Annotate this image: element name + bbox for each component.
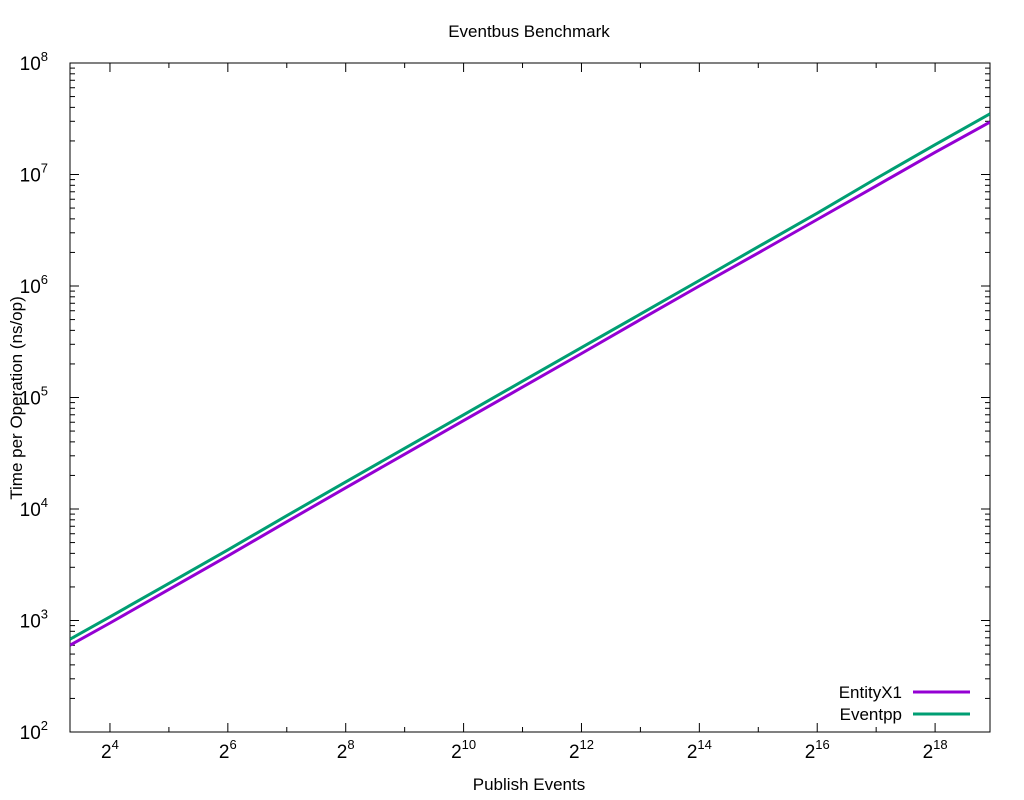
plot-area <box>69 62 991 733</box>
x-tick-label: 218 <box>923 737 948 763</box>
y-tick-label: 103 <box>20 607 48 633</box>
x-tick-label: 214 <box>687 737 712 763</box>
legend: EntityX1 Eventpp <box>839 683 970 724</box>
y-tick-label: 104 <box>20 495 48 521</box>
series-line-eventpp <box>70 112 990 641</box>
series-line-entityx1 <box>70 120 990 647</box>
y-tick-label: 106 <box>20 272 48 298</box>
x-axis-label: Publish Events <box>473 775 585 794</box>
x-tick-label: 216 <box>805 737 830 763</box>
y-axis: 102 103 104 105 106 107 108 <box>20 49 990 744</box>
x-tick-label: 210 <box>451 737 476 763</box>
y-tick-label: 105 <box>20 384 48 410</box>
legend-label: EntityX1 <box>839 683 902 702</box>
x-tick-label: 26 <box>219 737 237 763</box>
x-tick-label: 24 <box>101 737 119 763</box>
y-tick-label: 108 <box>20 49 48 75</box>
x-tick-label: 28 <box>337 737 355 763</box>
plot-frame <box>69 62 991 733</box>
x-tick-label: 212 <box>569 737 594 763</box>
y-tick-label: 107 <box>20 161 48 187</box>
series-lines <box>70 112 990 647</box>
legend-label: Eventpp <box>840 705 902 724</box>
y-axis-label: Time per Operation (ns/op) <box>7 296 26 499</box>
x-axis: 24 26 28 210 212 214 216 218 <box>101 63 948 763</box>
y-tick-label: 102 <box>20 718 48 744</box>
chart-title: Eventbus Benchmark <box>448 22 610 41</box>
